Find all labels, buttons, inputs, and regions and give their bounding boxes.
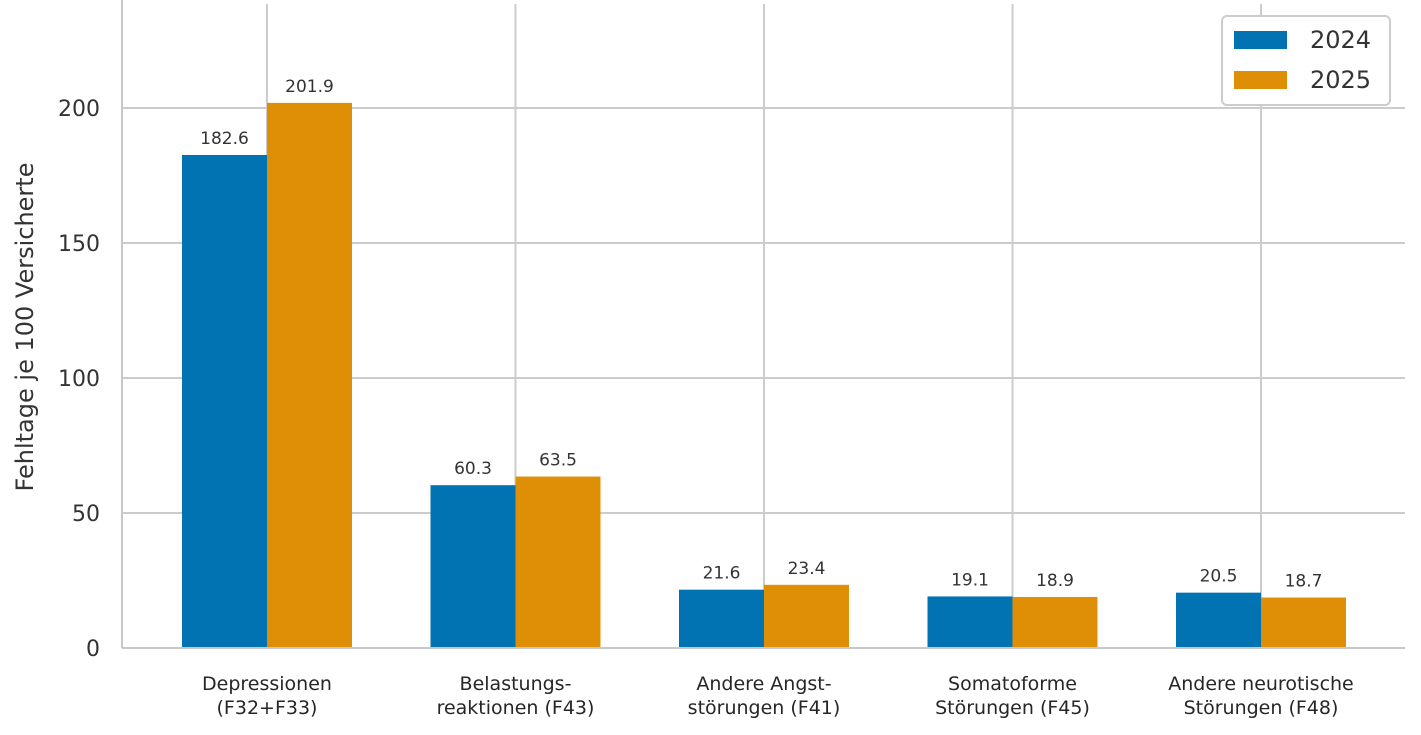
- x-tick-label: Belastungs-reaktionen (F43): [437, 673, 595, 719]
- legend-label-2025: 2025: [1310, 66, 1371, 94]
- bar-2025-1: [515, 476, 601, 648]
- axes: [121, 0, 1405, 649]
- y-tick-label: 100: [58, 367, 100, 392]
- data-label: 18.7: [1285, 572, 1323, 592]
- data-label: 18.9: [1036, 571, 1074, 591]
- data-label: 21.6: [703, 564, 741, 584]
- labels: 0 50 100 150 200 182.6 60.3 21.6 19.1 20.5 201.9 63…: [58, 77, 1354, 719]
- data-label: 20.5: [1200, 567, 1238, 587]
- data-label: 201.9: [285, 77, 334, 97]
- y-axis-label: Fehltage je 100 Versicherte: [11, 163, 39, 492]
- data-label: 182.6: [200, 129, 249, 149]
- bar-2024-1: [430, 485, 516, 648]
- bar-2025-4: [1261, 597, 1346, 648]
- bars: [182, 102, 1346, 649]
- bar-2024-4: [1176, 592, 1261, 648]
- bar-2025-3: [1012, 596, 1098, 648]
- legend-swatch-2025: [1234, 71, 1287, 89]
- legend: 2024 2025: [1221, 15, 1391, 106]
- y-tick-label: 50: [72, 502, 100, 527]
- x-tick-label: Andere neurotische Störungen (F48): [1168, 673, 1354, 719]
- x-tick-label: Andere Angst-störungen (F41): [688, 673, 841, 719]
- bar-2025-2: [764, 584, 849, 648]
- data-label: 23.4: [788, 559, 826, 579]
- data-label: 60.3: [454, 459, 492, 479]
- legend-label-2024: 2024: [1310, 26, 1371, 54]
- bar-2024-3: [927, 596, 1013, 648]
- bar-2025-0: [267, 102, 352, 649]
- y-tick-label: 0: [86, 637, 100, 662]
- bar-2024-0: [182, 154, 267, 649]
- x-tick-label: Depressionen (F32+F33): [202, 673, 332, 719]
- y-tick-label: 200: [58, 97, 100, 122]
- legend-swatch-2024: [1234, 31, 1287, 49]
- y-tick-label: 150: [58, 232, 100, 257]
- data-label: 63.5: [539, 451, 577, 471]
- bar-2024-2: [679, 589, 764, 648]
- data-label: 19.1: [951, 570, 989, 590]
- x-tick-label: Somatoforme Störungen (F45): [935, 673, 1090, 719]
